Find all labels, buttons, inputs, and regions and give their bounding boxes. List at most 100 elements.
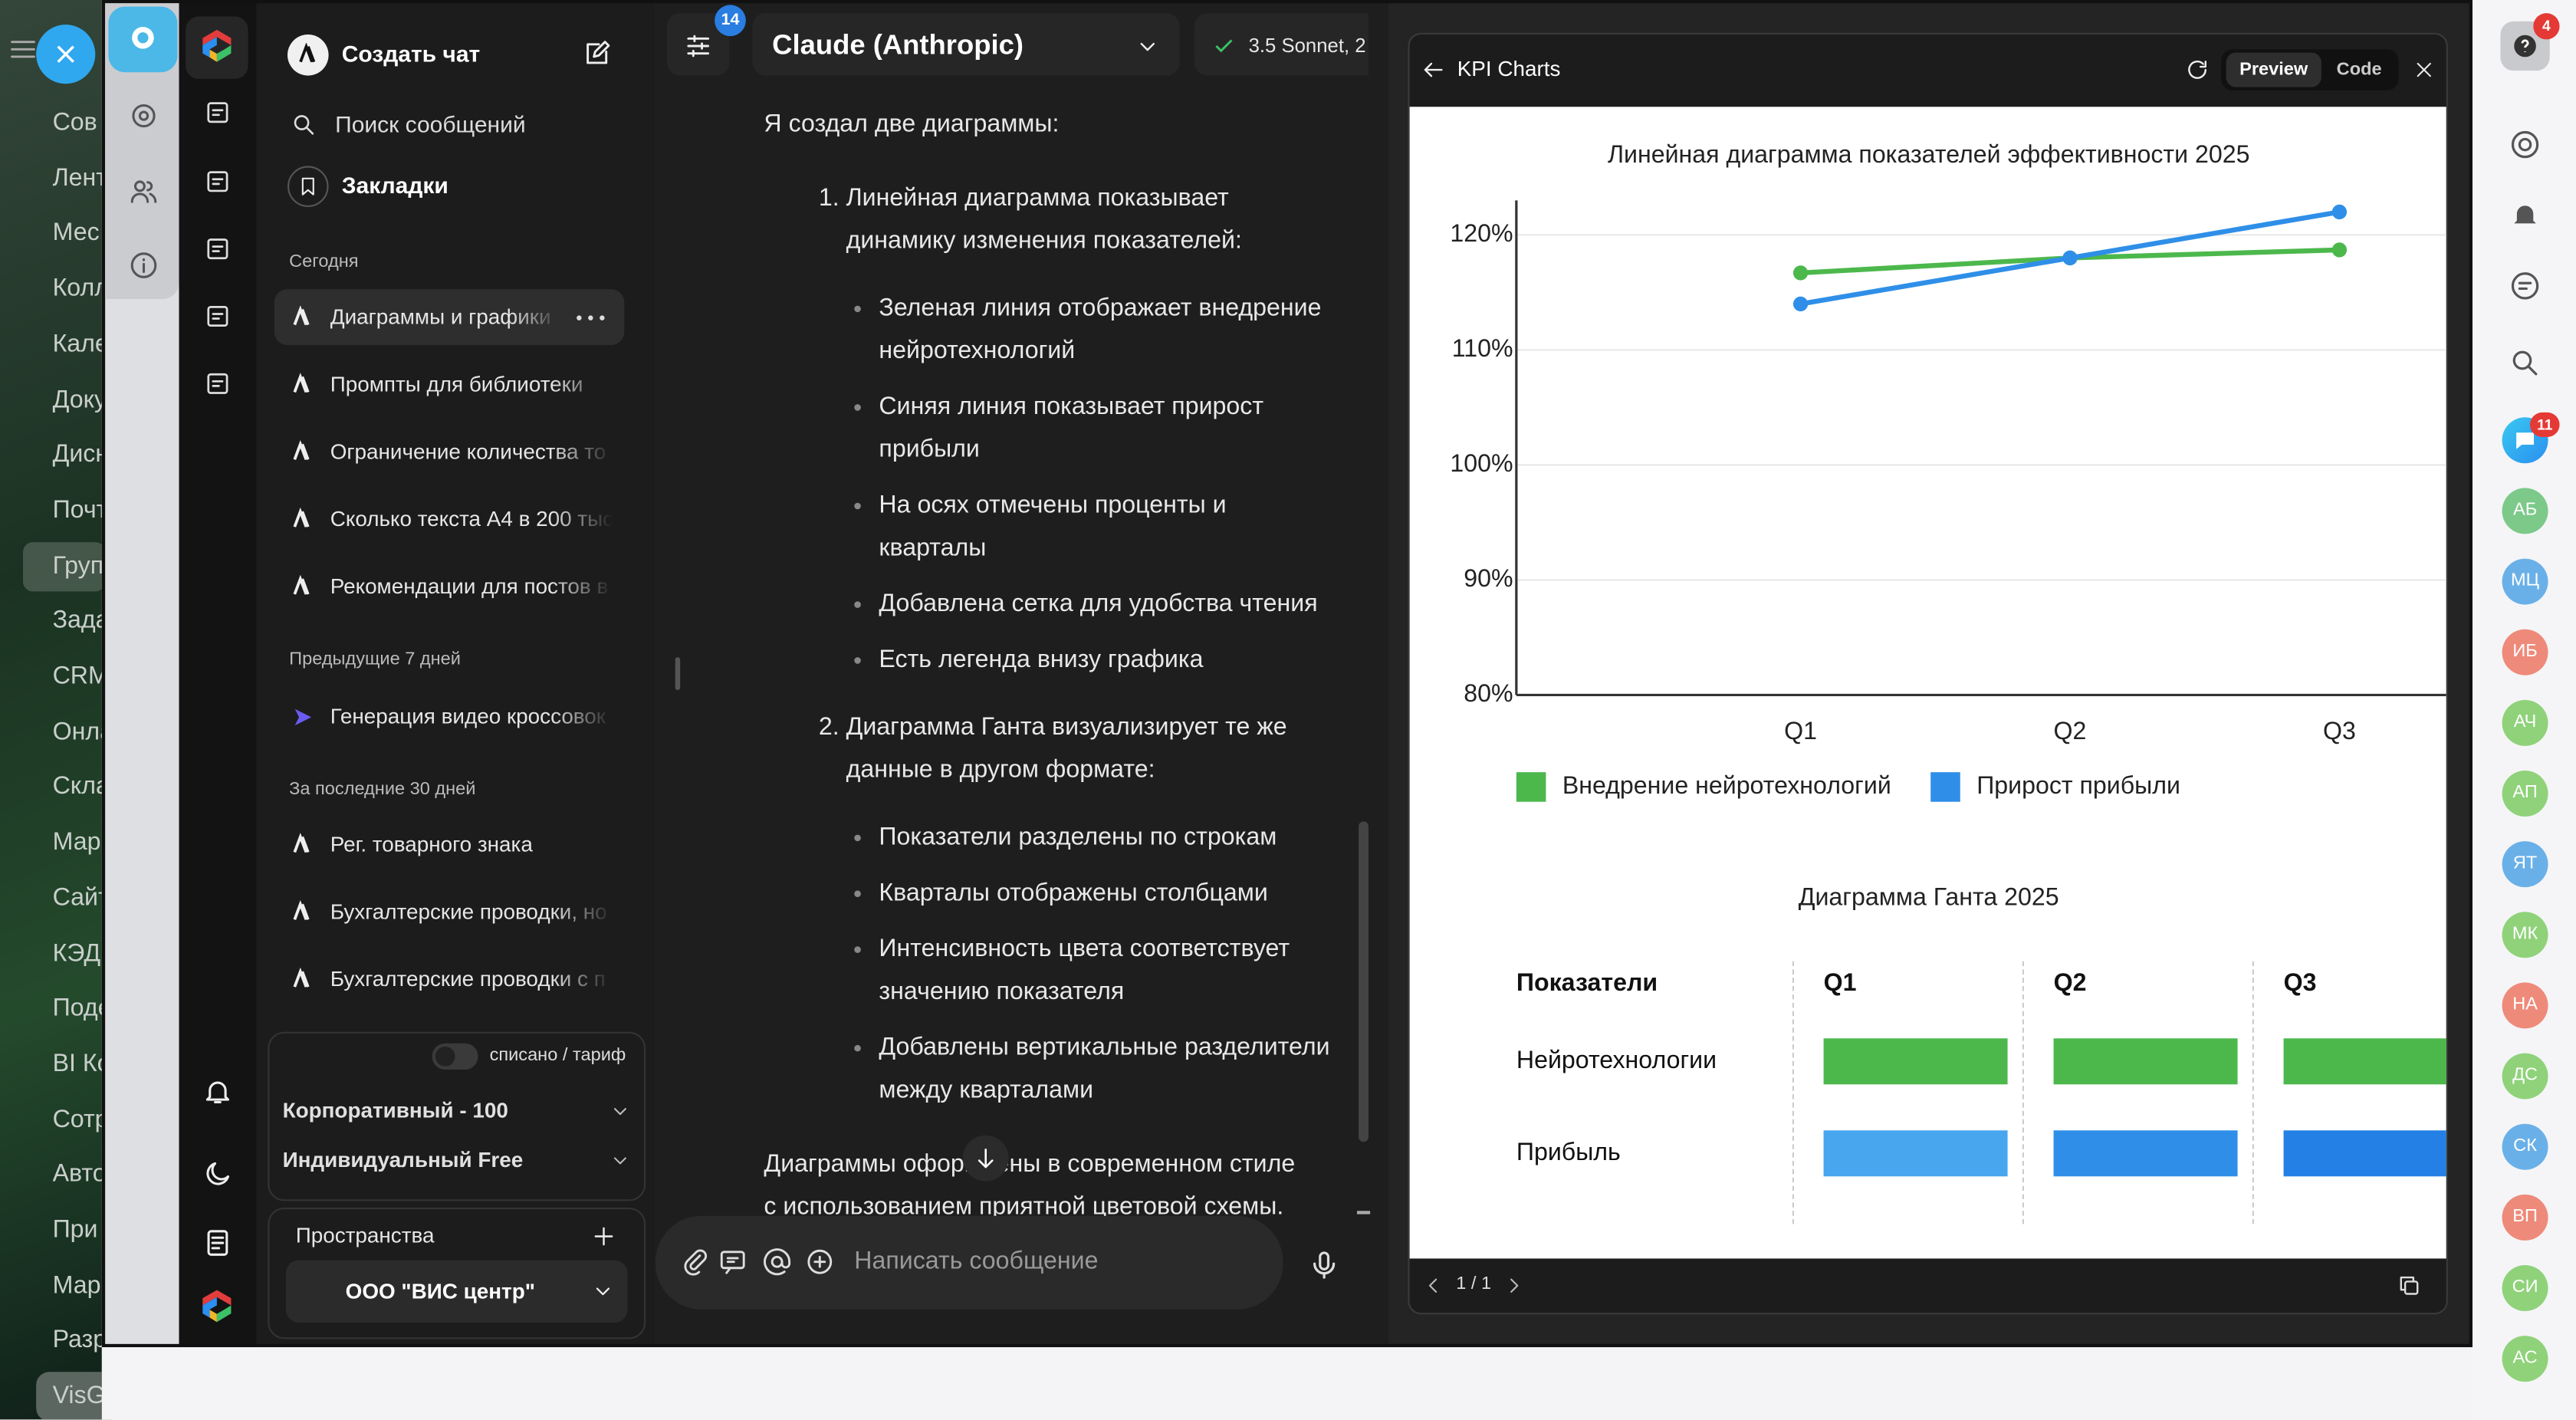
menu-item[interactable]: Доку bbox=[52, 385, 107, 413]
close-icon[interactable] bbox=[2413, 58, 2434, 80]
nav-icon[interactable] bbox=[203, 234, 231, 261]
avatar[interactable] bbox=[2502, 1336, 2548, 1382]
sidebar-icon[interactable] bbox=[127, 175, 159, 206]
right-icon[interactable] bbox=[2509, 347, 2542, 380]
menu-item[interactable]: КЭД bbox=[52, 938, 101, 968]
menu-item[interactable]: Дисн bbox=[52, 440, 110, 469]
menu-item[interactable]: VisG bbox=[52, 1382, 106, 1410]
bottom-logo[interactable] bbox=[196, 1287, 238, 1330]
menu-item[interactable]: Сайт bbox=[52, 883, 110, 912]
new-chat-button[interactable]: Создать чат bbox=[341, 40, 481, 67]
tab-active[interactable] bbox=[2226, 52, 2321, 87]
menu-item[interactable]: Мес bbox=[52, 219, 100, 248]
chat-item[interactable]: Бухгалтерские проводки, но bbox=[330, 899, 607, 924]
plan-select[interactable]: Индивидуальный Free bbox=[282, 1147, 524, 1172]
right-icon[interactable] bbox=[2509, 269, 2542, 302]
next-icon[interactable] bbox=[1503, 1274, 1524, 1296]
menu-item[interactable]: При bbox=[52, 1215, 98, 1244]
right-icon[interactable] bbox=[2509, 128, 2542, 161]
sidebar-icon[interactable] bbox=[127, 249, 159, 281]
tab[interactable]: Code bbox=[2336, 58, 2382, 79]
avatar[interactable] bbox=[2502, 558, 2548, 605]
menu-item[interactable]: Кале bbox=[52, 330, 109, 358]
chat-item[interactable]: Бухгалтерские проводки с п bbox=[330, 966, 606, 991]
nav-logo-bg[interactable] bbox=[186, 16, 248, 79]
avatar[interactable] bbox=[2502, 1053, 2548, 1100]
x-tick-label: Q1 bbox=[1784, 717, 1817, 745]
version-select[interactable] bbox=[1194, 13, 1368, 76]
space-select[interactable] bbox=[285, 1260, 628, 1323]
bookmarks-link[interactable]: Закладки bbox=[341, 172, 449, 199]
menu-item[interactable]: Груп bbox=[52, 551, 104, 580]
menu-item[interactable]: Авто bbox=[52, 1160, 107, 1188]
back-icon[interactable] bbox=[1421, 57, 1445, 81]
avatar[interactable] bbox=[2502, 629, 2548, 675]
right-icon[interactable] bbox=[2509, 199, 2542, 232]
avatar-initials: АП bbox=[2512, 782, 2538, 803]
add-space-icon[interactable] bbox=[590, 1223, 615, 1247]
input-tool-icon[interactable] bbox=[762, 1247, 792, 1277]
menu-item[interactable]: Колл bbox=[52, 274, 109, 303]
avatar[interactable] bbox=[2502, 1123, 2548, 1170]
menu-item[interactable]: Мар bbox=[52, 1270, 101, 1300]
menu-item[interactable]: Скла bbox=[52, 772, 110, 801]
chat-item[interactable]: Диаграммы и графики bbox=[330, 304, 551, 330]
badge-count: 4 bbox=[2542, 17, 2551, 35]
menu-item[interactable]: Разр bbox=[52, 1326, 107, 1355]
chat-item[interactable]: Рег. товарного знака bbox=[330, 831, 533, 856]
prev-icon[interactable] bbox=[1422, 1274, 1444, 1296]
search-input[interactable]: Поиск сообщений bbox=[335, 110, 526, 138]
avatar[interactable] bbox=[2502, 1265, 2548, 1311]
menu-item[interactable]: CRM bbox=[52, 662, 109, 690]
menu-item[interactable]: BI Ко bbox=[52, 1050, 111, 1078]
menu-item[interactable]: Сотр bbox=[52, 1105, 109, 1133]
menu-item[interactable]: Почт bbox=[52, 495, 108, 524]
chat-item-icon bbox=[293, 440, 310, 460]
mic-icon[interactable] bbox=[1308, 1249, 1341, 1282]
space-name: ООО "ВИС центр" bbox=[345, 1278, 535, 1303]
bell-icon[interactable] bbox=[202, 1076, 233, 1107]
chat-item[interactable]: Промпты для библиотеки bbox=[330, 371, 583, 396]
refresh-icon[interactable] bbox=[2184, 57, 2209, 81]
avatar[interactable] bbox=[2502, 488, 2548, 534]
avatar[interactable] bbox=[2502, 982, 2548, 1029]
nav-icon[interactable] bbox=[203, 369, 231, 396]
menu-item[interactable]: Поде bbox=[52, 994, 112, 1023]
input-box[interactable] bbox=[656, 1215, 1283, 1310]
avatar[interactable] bbox=[2502, 770, 2548, 817]
chat-item[interactable]: Генерация видео кроссовок bbox=[330, 703, 606, 728]
avatar[interactable] bbox=[2502, 912, 2548, 958]
menu-item[interactable]: Сов bbox=[52, 108, 97, 136]
theme-icon[interactable] bbox=[202, 1158, 233, 1189]
copy-icon[interactable] bbox=[2396, 1273, 2420, 1297]
avatar[interactable] bbox=[2502, 841, 2548, 888]
notes-icon[interactable] bbox=[202, 1227, 233, 1258]
separator bbox=[1357, 1211, 1371, 1214]
plan-select[interactable]: Корпоративный - 100 bbox=[282, 1097, 508, 1123]
splitter[interactable] bbox=[675, 657, 681, 690]
nav-icon[interactable] bbox=[203, 167, 231, 195]
chat-item[interactable]: Ограничение количества то bbox=[330, 439, 606, 464]
sidebar-icon[interactable] bbox=[127, 100, 159, 131]
edit-icon[interactable] bbox=[582, 39, 612, 69]
nav-icon[interactable] bbox=[203, 97, 231, 125]
menu-icon[interactable] bbox=[8, 35, 38, 64]
model-name: Claude (Anthropic) bbox=[772, 29, 1024, 61]
input-tool-icon[interactable] bbox=[805, 1247, 835, 1277]
tab[interactable]: Preview bbox=[2239, 58, 2308, 79]
model-select[interactable] bbox=[752, 13, 1180, 76]
chat-item[interactable]: Рекомендации для постов в bbox=[330, 574, 609, 599]
chat-item[interactable]: Сколько текста А4 в 200 тыс bbox=[330, 506, 613, 531]
menu-item[interactable]: Лент bbox=[52, 163, 108, 192]
avatar[interactable] bbox=[2502, 1194, 2548, 1241]
legend-swatch bbox=[1516, 772, 1546, 802]
preview-area: Линейная диаграмма показателей эффективн… bbox=[1409, 107, 2446, 1259]
message-input[interactable]: Написать сообщение bbox=[854, 1247, 1099, 1275]
chat-item-active[interactable] bbox=[274, 289, 625, 345]
input-tool-icon[interactable] bbox=[718, 1247, 748, 1277]
menu-item[interactable]: Мар bbox=[52, 828, 101, 856]
nav-icon[interactable] bbox=[203, 301, 231, 329]
menu-item[interactable]: Зада bbox=[52, 606, 110, 635]
input-tool-icon[interactable] bbox=[680, 1247, 710, 1277]
avatar[interactable] bbox=[2502, 699, 2548, 746]
